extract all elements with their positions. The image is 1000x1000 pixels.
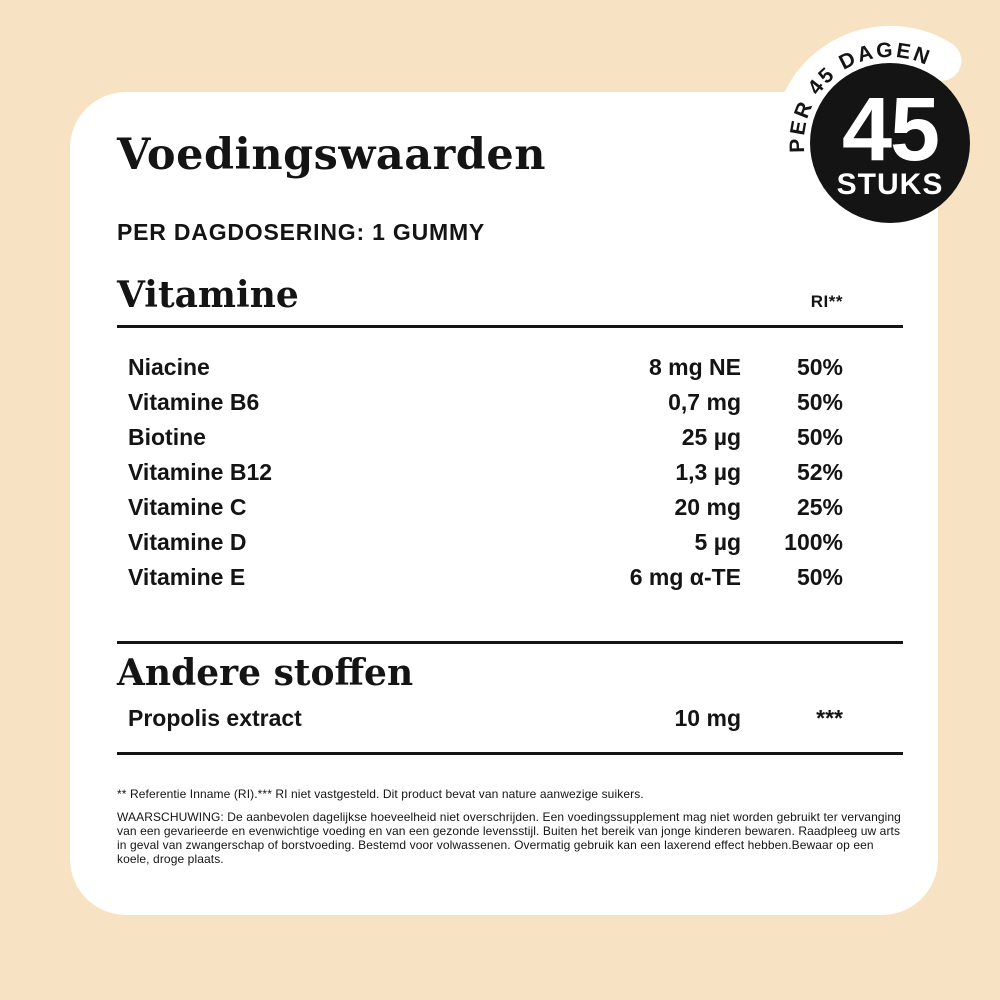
nutrient-name: Vitamine D xyxy=(128,529,247,555)
nutrition-card: Voedingswaarden PER DAGDOSERING: 1 GUMMY… xyxy=(70,92,938,915)
nutrient-amount: 20 mg xyxy=(674,494,741,520)
nutrient-ri: 25% xyxy=(796,494,843,520)
table-row: Niacine 8 mg NE 50% xyxy=(128,350,843,385)
table-row: Vitamine E 6 mg α-TE 50% xyxy=(128,560,843,595)
table-row: Vitamine B6 0,7 mg 50% xyxy=(128,385,843,420)
table-row: Vitamine D 5 µg 100% xyxy=(128,525,843,560)
divider-top xyxy=(117,325,903,328)
vitamins-section-title: Vitamine xyxy=(117,274,299,316)
ri-column-label: RI** xyxy=(810,292,843,311)
other-section-title: Andere stoffen xyxy=(117,652,414,694)
divider-bottom xyxy=(117,752,903,755)
badge-white-band xyxy=(773,25,962,184)
nutrient-ri: 50% xyxy=(796,424,843,450)
badge-count-number: 45 xyxy=(842,80,938,180)
other-substances-table: Propolis extract 10 mg *** xyxy=(128,701,843,736)
table-row: Vitamine B12 1,3 µg 52% xyxy=(128,455,843,490)
nutrient-ri: *** xyxy=(816,705,843,731)
nutrient-ri: 50% xyxy=(796,354,843,380)
vitamins-table: Niacine 8 mg NE 50% Vitamine B6 0,7 mg 50% Bio… xyxy=(128,350,843,595)
reference-footnote: ** Referentie Inname (RI).*** RI niet va… xyxy=(117,787,644,801)
count-badge: PER 45 DAGEN 45 STUKS xyxy=(760,13,1000,273)
nutrient-ri: 50% xyxy=(796,389,843,415)
nutrient-amount: 8 mg NE xyxy=(648,354,741,380)
nutrient-amount: 6 mg α-TE xyxy=(629,564,741,590)
nutrient-amount: 25 µg xyxy=(681,424,741,450)
nutrient-ri: 52% xyxy=(796,459,843,485)
nutrient-name: Vitamine C xyxy=(128,494,247,520)
dosage-line: PER DAGDOSERING: 1 GUMMY xyxy=(117,219,486,245)
nutrient-ri: 50% xyxy=(796,564,843,590)
nutrient-amount: 1,3 µg xyxy=(675,459,741,485)
table-row: Vitamine C 20 mg 25% xyxy=(128,490,843,525)
nutrient-name: Vitamine B12 xyxy=(128,459,273,485)
nutrient-amount: 0,7 mg xyxy=(668,389,741,415)
badge-circle xyxy=(810,63,970,223)
nutrient-name: Vitamine B6 xyxy=(128,389,260,415)
table-row: Biotine 25 µg 50% xyxy=(128,420,843,455)
table-row: Propolis extract 10 mg *** xyxy=(128,701,843,736)
nutrient-name: Biotine xyxy=(128,424,206,450)
nutrient-amount: 5 µg xyxy=(694,529,741,555)
nutrient-amount: 10 mg xyxy=(674,705,741,731)
nutrient-name: Niacine xyxy=(128,354,210,380)
vitamins-section-header: Vitamine RI** xyxy=(117,277,903,313)
badge-unit-label: STUKS xyxy=(837,168,944,201)
nutrient-name: Vitamine E xyxy=(128,564,246,590)
divider-middle xyxy=(117,641,903,644)
page-title: Voedingswaarden xyxy=(117,130,546,180)
warning-text: WAARSCHUWING: De aanbevolen dagelijkse h… xyxy=(117,810,901,866)
nutrient-ri: 100% xyxy=(784,529,843,555)
nutrient-name: Propolis extract xyxy=(128,705,302,731)
